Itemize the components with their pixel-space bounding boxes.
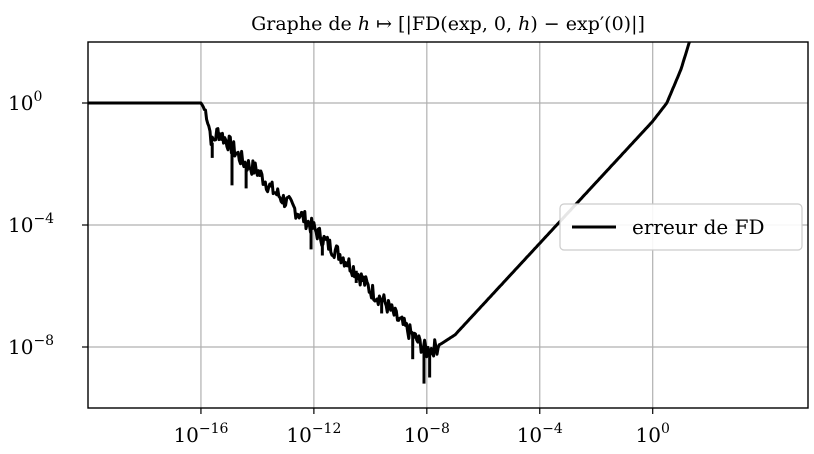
chart-title: Graphe de h ↦ [|FD(exp, 0, h) − exp′(0)|…	[251, 13, 645, 35]
y-tick-label: 10−8	[8, 333, 54, 359]
legend-box	[559, 203, 803, 251]
x-tick-label: 10−12	[286, 421, 341, 447]
y-tick-label: 100	[8, 89, 42, 115]
x-tick-label: 100	[636, 421, 670, 447]
axes	[82, 41, 809, 414]
x-tick-label: 10−16	[173, 421, 228, 447]
chart-title-text: Graphe de h ↦ [|FD(exp, 0, h) − exp′(0)|…	[251, 13, 645, 35]
legend: erreur de FD	[559, 203, 803, 251]
series-line-erreur-de-fd	[88, 42, 691, 359]
x-tick-label: 10−8	[404, 421, 450, 447]
legend-label: erreur de FD	[632, 215, 765, 239]
y-tick-label: 10−4	[8, 211, 54, 237]
tick-labels: 10−16 10−12 10−8 10−4 100 100 10−4 10−8	[8, 89, 670, 447]
x-tick-label: 10−4	[517, 421, 563, 447]
plot-area	[88, 42, 691, 384]
